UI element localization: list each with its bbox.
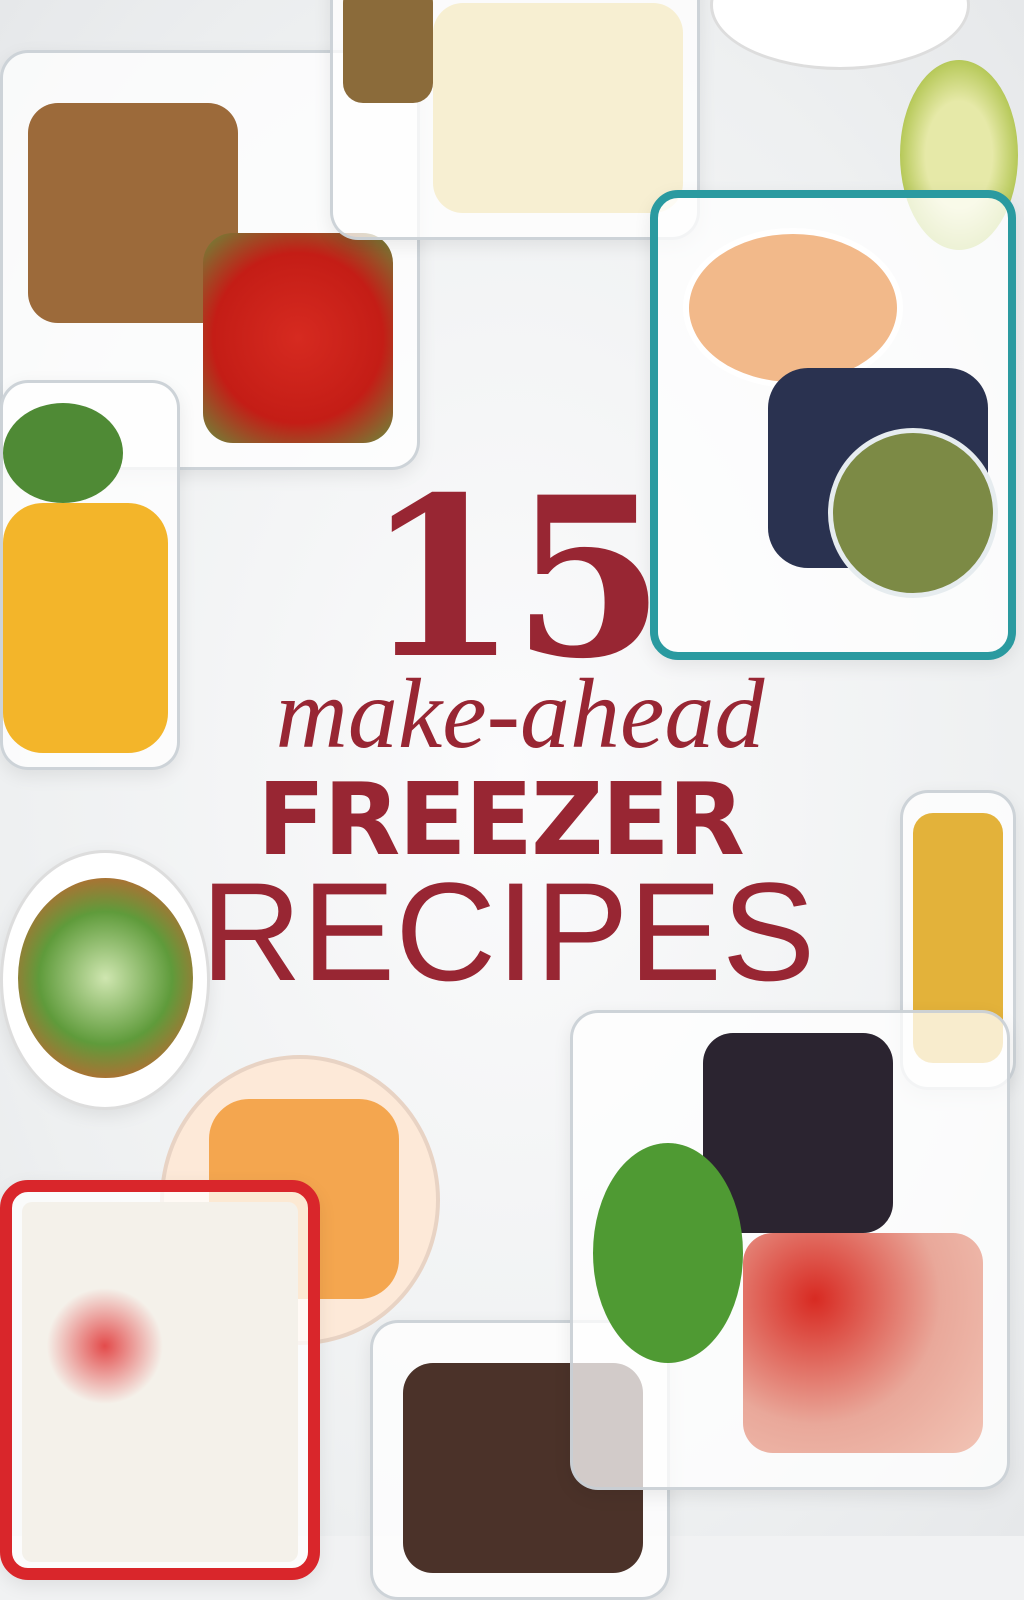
- vegetables: [18, 878, 193, 1078]
- title-number: 15: [364, 448, 665, 707]
- greens: [3, 403, 123, 503]
- title-subtitle: make-ahead: [275, 658, 765, 769]
- container-teal-blueberries: [650, 190, 1016, 660]
- crumble-dish: [683, 228, 903, 388]
- container-oranges: [0, 380, 180, 770]
- cream-filling: [433, 3, 683, 213]
- title-line-recipes: RECIPES: [200, 853, 816, 1010]
- cherry-tomatoes: [203, 233, 393, 443]
- lettuce: [593, 1143, 743, 1363]
- title-line-freezer: FREEZER: [257, 761, 745, 878]
- orange-slices: [3, 503, 168, 753]
- bowl-vegetables: [0, 850, 210, 1110]
- container-cream-dish: [330, 0, 700, 240]
- rice-strawberries: [22, 1202, 298, 1562]
- tomato-meat: [743, 1233, 983, 1453]
- container-red-rice: [0, 1180, 320, 1580]
- container-grapes-lettuce: [570, 1010, 1010, 1490]
- crumble: [343, 0, 433, 103]
- salad-cup: [828, 428, 998, 598]
- grapes: [703, 1033, 893, 1233]
